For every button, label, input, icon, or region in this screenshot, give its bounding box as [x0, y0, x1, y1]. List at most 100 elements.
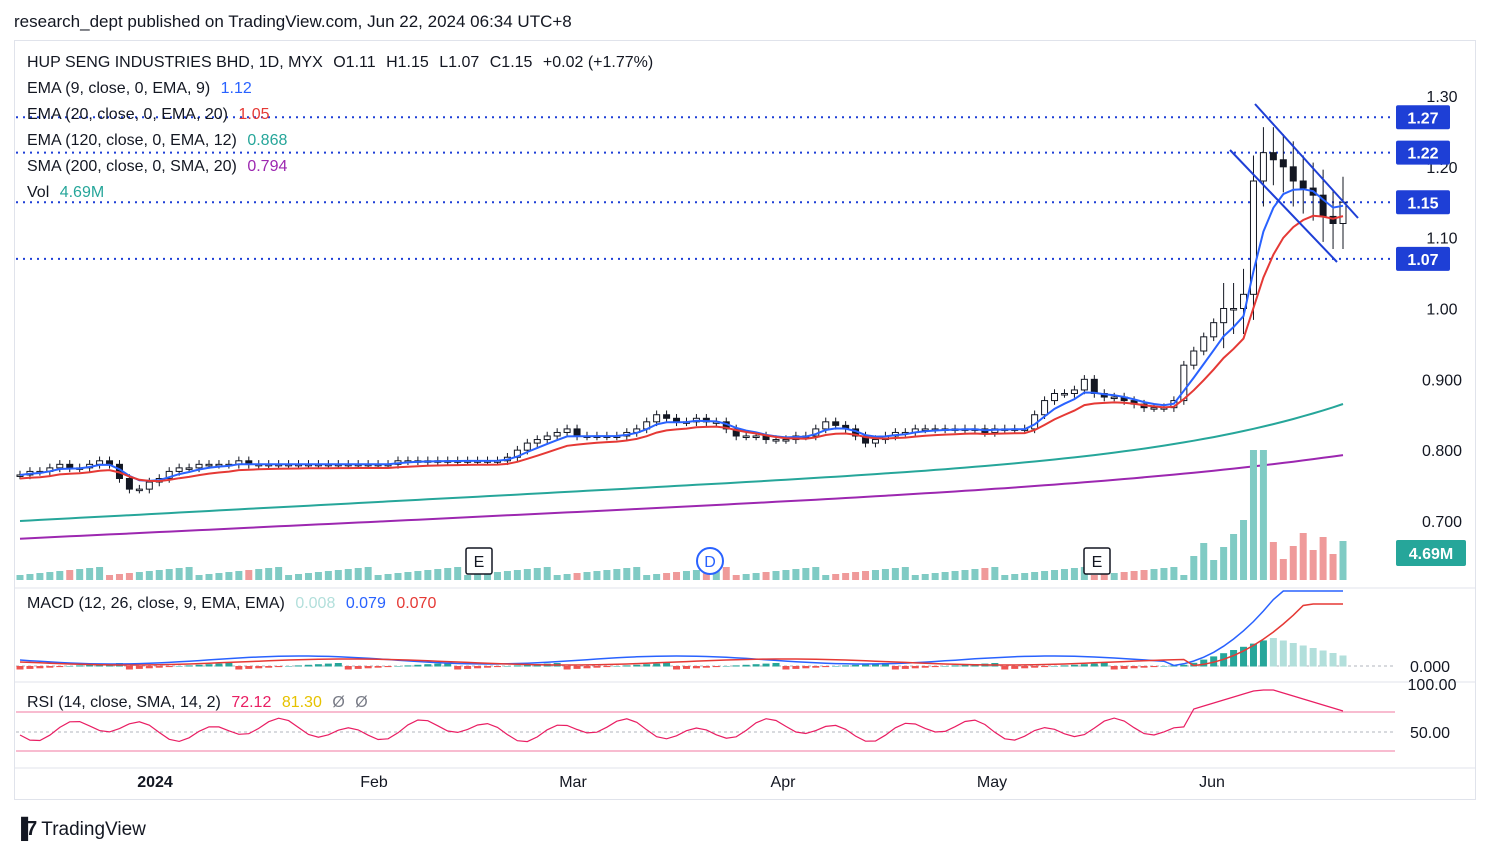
price-level-badge — [1396, 105, 1450, 130]
volume-bar — [852, 572, 860, 580]
volume-bar — [901, 567, 909, 580]
macd-histogram-bar — [304, 664, 312, 667]
legend-ema120[interactable]: EMA (120, close, 0, EMA, 12) 0.868 — [27, 132, 293, 150]
volume-bar — [832, 574, 840, 580]
macd-histogram-bar — [692, 666, 700, 669]
volume-bar — [115, 574, 123, 580]
volume-bar — [782, 570, 790, 580]
macd-histogram-bar — [1060, 665, 1068, 667]
macd-histogram-bar — [812, 666, 820, 668]
legend-macd-line: 0.079 — [345, 595, 386, 612]
sma200-line — [19, 454, 1344, 540]
macd-histogram-bar — [384, 666, 392, 668]
volume-bar — [971, 569, 979, 580]
macd-histogram-bar — [792, 666, 800, 669]
legend-low: L1.07 — [439, 54, 480, 71]
volume-bar — [76, 569, 84, 580]
volume-bar — [891, 568, 899, 580]
publisher-header: research_dept published on TradingView.c… — [14, 12, 572, 31]
candle-body — [832, 421, 840, 426]
macd-histogram-bar — [802, 666, 810, 669]
macd-histogram-bar — [1001, 666, 1009, 670]
volume-bar — [255, 569, 263, 580]
macd-histogram-bar — [66, 666, 74, 667]
event-marker-label: E — [1092, 554, 1103, 571]
volume-bar — [135, 572, 143, 580]
legend-macd[interactable]: MACD (12, 26, close, 9, EMA, EMA) 0.008 … — [27, 595, 442, 613]
legend-ema20[interactable]: EMA (20, close, 0, EMA, 20) 1.05 — [27, 106, 276, 124]
macd-histogram-bar — [484, 666, 492, 668]
candle-body — [1269, 152, 1277, 161]
macd-histogram-bar — [1289, 643, 1297, 667]
macd-histogram-bar — [245, 666, 253, 669]
legend-symbol[interactable]: HUP SENG INDUSTRIES BHD, 1D, MYX — [27, 54, 323, 71]
volume-bar — [1120, 572, 1128, 580]
volume-bar — [523, 569, 531, 580]
volume-bar — [583, 572, 591, 580]
macd-histogram-bar — [394, 666, 402, 667]
macd-histogram-bar — [364, 666, 372, 669]
candle-body — [66, 463, 74, 469]
legend-volume[interactable]: Vol 4.69M — [27, 184, 110, 202]
volume-bar — [752, 573, 760, 580]
volume-bar — [1051, 570, 1059, 580]
price-level-label: 1.22 — [1407, 146, 1438, 163]
legend-ema9-label: EMA (9, close, 0, EMA, 9) — [27, 80, 211, 97]
macd-histogram-bar — [125, 666, 133, 670]
volume-bar — [165, 569, 173, 580]
volume-bar — [772, 571, 780, 580]
volume-bar — [653, 574, 661, 580]
price-tick-label: 1.00 — [1426, 302, 1457, 319]
legend-macd-signal: 0.070 — [396, 595, 437, 612]
volume-bar — [394, 573, 402, 580]
volume-bar — [275, 567, 283, 580]
legend-sma200-label: SMA (200, close, 0, SMA, 20) — [27, 158, 237, 175]
footer-brand[interactable]: ▐7 TradingView — [14, 818, 146, 841]
macd-histogram-bar — [1249, 643, 1257, 667]
candle-body — [1299, 180, 1307, 189]
candle-body — [165, 470, 173, 479]
legend-rsi[interactable]: RSI (14, close, SMA, 14, 2) 72.12 81.30 … — [27, 694, 374, 712]
macd-histogram-bar — [782, 666, 790, 670]
macd-histogram-bar — [295, 665, 303, 667]
legend-ema9[interactable]: EMA (9, close, 0, EMA, 9) 1.12 — [27, 80, 258, 98]
price-level-label: 1.15 — [1407, 195, 1438, 212]
macd-histogram-bar — [1180, 664, 1188, 667]
candle-body — [1060, 393, 1068, 396]
volume-bar — [593, 571, 601, 580]
volume-bar — [1190, 556, 1198, 580]
macd-histogram-bar — [633, 664, 641, 667]
macd-histogram-bar — [255, 666, 263, 669]
volume-bar — [324, 571, 332, 580]
macd-histogram-bar — [314, 664, 322, 667]
macd-histogram-bar — [1329, 653, 1337, 667]
volume-bar — [1031, 572, 1039, 580]
price-tick-label: 1.30 — [1426, 89, 1457, 106]
macd-histogram-bar — [513, 665, 521, 667]
candle-body — [1259, 152, 1267, 182]
event-marker-label: E — [474, 554, 485, 571]
macd-histogram-bar — [344, 666, 352, 670]
volume-bar — [613, 569, 621, 580]
volume-bar — [981, 568, 989, 580]
legend-volume-value: 4.69M — [59, 184, 105, 201]
volume-bar — [56, 571, 64, 580]
chart-frame[interactable] — [14, 40, 1476, 800]
volume-bar — [1259, 450, 1267, 580]
volume-bar — [1130, 571, 1138, 580]
macd-histogram-bar — [931, 666, 939, 668]
candle-body — [653, 414, 661, 423]
volume-bar — [553, 575, 561, 580]
x-axis-label: Jun — [1199, 774, 1225, 791]
volume-bar — [1210, 560, 1218, 580]
legend-sma200[interactable]: SMA (200, close, 0, SMA, 20) 0.794 — [27, 158, 293, 176]
macd-histogram-bar — [772, 663, 780, 667]
candle-body — [1289, 166, 1297, 182]
macd-histogram-bar — [742, 664, 750, 667]
candle-body — [1150, 407, 1158, 410]
macd-histogram-bar — [285, 666, 293, 667]
volume-bar — [712, 568, 720, 580]
dividend-marker-icon — [696, 547, 724, 575]
candle-body — [1041, 400, 1049, 416]
